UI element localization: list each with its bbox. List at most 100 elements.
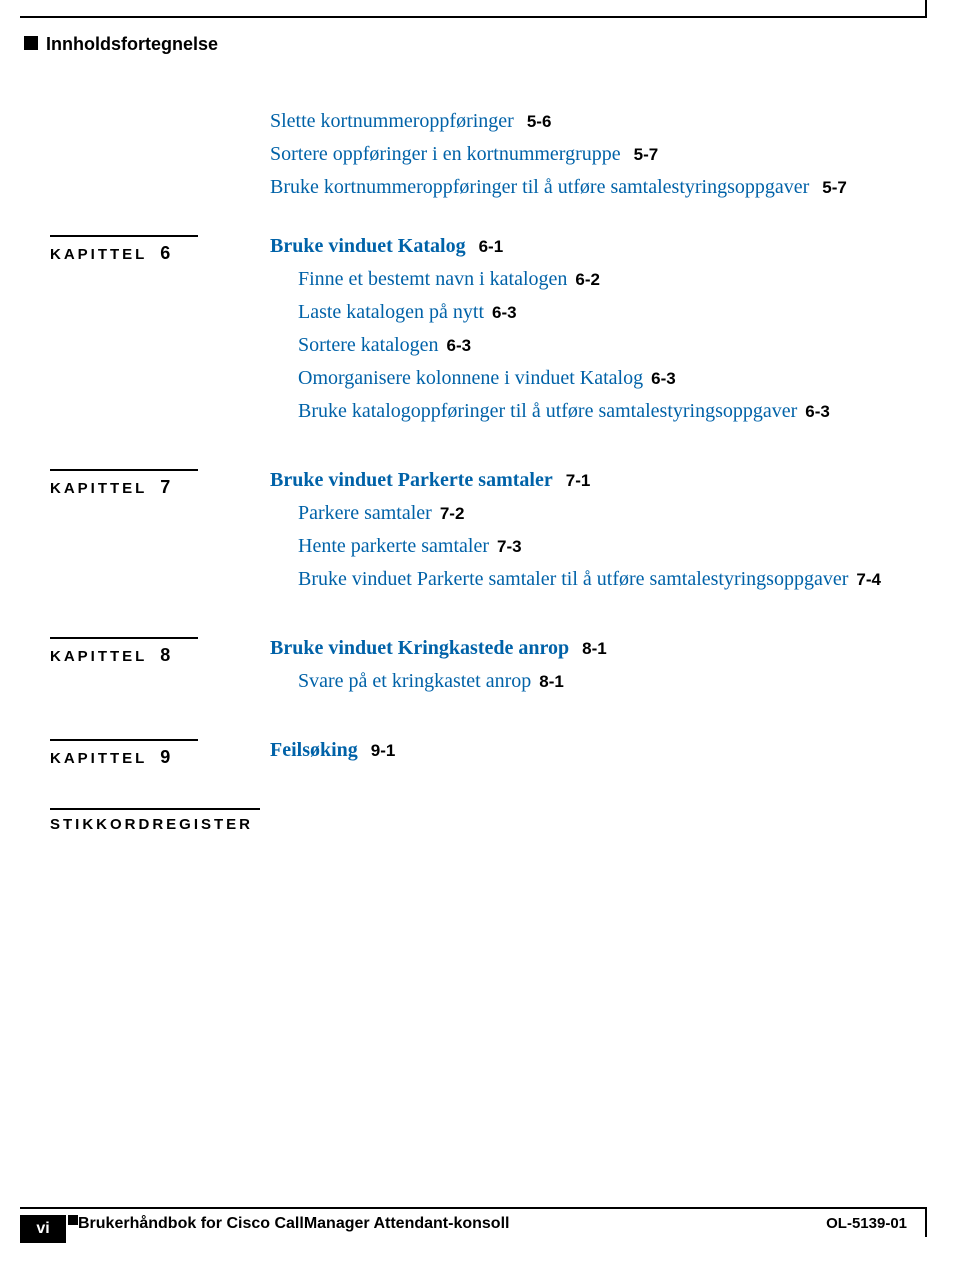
toc-entry-page: 6-3 [492,303,517,322]
toc-entry-title[interactable]: Bruke vinduet Kringkastede anrop [270,637,569,659]
toc-entry-title[interactable]: Laste katalogen på nytt [298,301,484,323]
toc-entry-title[interactable]: Hente parkerte samtaler [298,535,489,557]
toc-entry-title[interactable]: Bruke katalogoppføringer til å utføre sa… [298,400,797,422]
toc-entry: Hente parkerte samtaler 7-3 [298,535,920,558]
toc-entry: Bruke katalogoppføringer til å utføre sa… [298,400,920,423]
toc-entry-title[interactable]: Bruke vinduet Parkerte samtaler [270,469,553,491]
chapter-label: KAPITTEL 9 [50,747,270,768]
chapter-body: Feilsøking 9-1 [270,739,920,772]
chapter-label-col: KAPITTEL 8 [50,637,270,666]
toc-entry-page: 5-7 [822,178,847,197]
toc-entry-title[interactable]: Omorganisere kolonnene i vinduet Katalog [298,367,643,389]
chapter-label-text: KAPITTEL [50,750,147,767]
footer-doc-id: OL-5139-01 [826,1215,907,1232]
toc-entry: Omorganisere kolonnene i vinduet Katalog… [298,367,920,390]
chapter-label-col: KAPITTEL 9 [50,739,270,768]
toc-entry-title[interactable]: Finne et bestemt navn i katalogen [298,268,567,290]
chapter-items: Parkere samtaler 7-2 Hente parkerte samta… [298,502,920,591]
toc-entry-page: 6-3 [651,369,676,388]
chapter-items: Finne et bestemt navn i katalogen 6-2 Las… [298,268,920,423]
toc-entry-title[interactable]: Bruke kortnummeroppføringer til å utføre… [270,176,809,198]
chapter-block: KAPITTEL 8 Bruke vinduet Kringkastede an… [50,637,920,703]
toc-entry-page: 7-2 [440,504,465,523]
toc-entry-page: 8-1 [539,672,564,691]
toc-entry: Laste katalogen på nytt 6-3 [298,301,920,324]
toc-entry-title[interactable]: Svare på et kringkastet anrop [298,670,531,692]
toc-entry-page: 6-3 [447,336,472,355]
chapter-label-col: KAPITTEL 7 [50,469,270,498]
footer-square-icon [68,1215,78,1225]
toc-entry-page: 5-7 [634,145,659,164]
toc-entry-page: 6-2 [575,270,600,289]
footer-book-title: Brukerhåndbok for Cisco CallManager Atte… [78,1215,509,1233]
toc-content: Slette kortnummeroppføringer 5-6 Sortere… [50,110,920,833]
toc-entry-page: 6-1 [479,237,504,256]
toc-entry: Bruke kortnummeroppføringer til å utføre… [270,176,920,199]
toc-entry: Bruke vinduet Parkerte samtaler til å ut… [298,568,920,591]
chapter-items: Svare på et kringkastet anrop 8-1 [298,670,920,693]
toc-entry-title[interactable]: Bruke vinduet Parkerte samtaler til å ut… [298,568,848,590]
toc-entry: Parkere samtaler 7-2 [298,502,920,525]
chapter-row: KAPITTEL 7 Bruke vinduet Parkerte samtal… [50,469,920,601]
toc-entry-page: 5-6 [527,112,552,131]
chapter-label-text: KAPITTEL [50,246,147,263]
chapter-number: 7 [160,477,170,497]
toc-chapter-title: Feilsøking 9-1 [270,739,920,762]
footer-rule [20,1207,927,1209]
chapter-label-text: KAPITTEL [50,648,147,665]
chapter-body: Bruke vinduet Parkerte samtaler 7-1 Park… [270,469,920,601]
footer-right-tick [925,1207,927,1237]
chapter-body: Bruke vinduet Kringkastede anrop 8-1 Sva… [270,637,920,703]
header-square-icon [24,36,38,50]
chapter-block: KAPITTEL 7 Bruke vinduet Parkerte samtal… [50,469,920,601]
footer-bar: Brukerhåndbok for Cisco CallManager Atte… [20,1207,927,1237]
chapter-block: KAPITTEL 6 Bruke vinduet Katalog 6-1 Fin… [50,235,920,433]
chapter-rule [50,469,198,471]
toc-entry-title[interactable]: Parkere samtaler [298,502,432,524]
toc-entry: Slette kortnummeroppføringer 5-6 [270,110,920,133]
top-rule-tick [925,0,927,18]
toc-entry-title[interactable]: Feilsøking [270,739,358,761]
toc-entry-page: 9-1 [371,741,396,760]
chapter-row: KAPITTEL 6 Bruke vinduet Katalog 6-1 Fin… [50,235,920,433]
chapter-rule [50,637,198,639]
chapter-body: Bruke vinduet Katalog 6-1 Finne et beste… [270,235,920,433]
toc-chapter-title: Bruke vinduet Parkerte samtaler 7-1 [270,469,920,492]
chapter-label-col: KAPITTEL 6 [50,235,270,264]
chapter-label-text: KAPITTEL [50,480,147,497]
chapter-rule [50,739,198,741]
index-label: STIKKORDREGISTER [50,816,920,833]
page: Innholdsfortegnelse Slette kortnummeropp… [0,0,960,1277]
chapter-rule [50,235,198,237]
toc-entry-title[interactable]: Bruke vinduet Katalog [270,235,466,257]
toc-entry-page: 7-4 [856,570,881,589]
chapter-row: KAPITTEL 8 Bruke vinduet Kringkastede an… [50,637,920,703]
header-title: Innholdsfortegnelse [46,34,218,55]
toc-chapter-title: Bruke vinduet Katalog 6-1 [270,235,920,258]
top-rule [20,16,927,18]
toc-entry-page: 7-1 [566,471,591,490]
index-block: STIKKORDREGISTER [50,808,920,833]
toc-entry: Svare på et kringkastet anrop 8-1 [298,670,920,693]
toc-entry-page: 7-3 [497,537,522,556]
toc-entry: Sortere oppføringer i en kortnummergrupp… [270,143,920,166]
chapter-number: 6 [160,243,170,263]
chapter-label: KAPITTEL 6 [50,243,270,264]
chapter-label: KAPITTEL 7 [50,477,270,498]
chapter-label: KAPITTEL 8 [50,645,270,666]
page-number: vi [20,1215,66,1243]
toc-chapter-title: Bruke vinduet Kringkastede anrop 8-1 [270,637,920,660]
chapter-number: 8 [160,645,170,665]
toc-entry-page: 6-3 [805,402,830,421]
toc-entry-page: 8-1 [582,639,607,658]
intro-lines: Slette kortnummeroppføringer 5-6 Sortere… [270,110,920,199]
chapter-number: 9 [160,747,170,767]
toc-entry: Finne et bestemt navn i katalogen 6-2 [298,268,920,291]
toc-entry-title[interactable]: Sortere oppføringer i en kortnummergrupp… [270,143,621,165]
toc-entry: Sortere katalogen 6-3 [298,334,920,357]
toc-entry-title[interactable]: Slette kortnummeroppføringer [270,110,514,132]
chapter-block: KAPITTEL 9 Feilsøking 9-1 [50,739,920,772]
chapter-row: KAPITTEL 9 Feilsøking 9-1 [50,739,920,772]
toc-entry-title[interactable]: Sortere katalogen [298,334,439,356]
index-rule [50,808,260,810]
